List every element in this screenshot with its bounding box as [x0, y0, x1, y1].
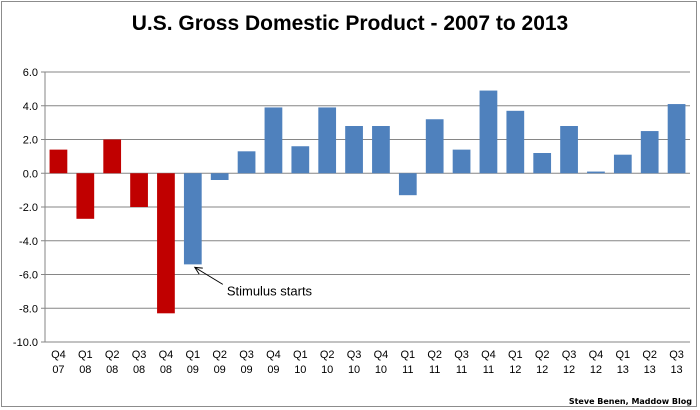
bar — [613, 154, 632, 174]
bar — [372, 126, 390, 174]
x-tick-label-quarter: Q4 — [481, 349, 496, 361]
bar — [560, 126, 578, 174]
annotation-arrowhead — [193, 266, 203, 275]
x-tick-label-quarter: Q4 — [159, 349, 174, 361]
bar — [237, 151, 256, 174]
x-tick-label-year: 09 — [214, 364, 226, 376]
x-tick-label-quarter: Q3 — [347, 349, 362, 361]
x-tick-label-year: 10 — [321, 364, 333, 376]
x-tick-label-quarter: Q2 — [427, 349, 442, 361]
x-tick-label-quarter: Q3 — [669, 349, 684, 361]
x-tick-label-year: 13 — [644, 364, 656, 376]
y-tick-label: 4.0 — [23, 101, 38, 113]
x-tick-label-year: 07 — [52, 364, 64, 376]
x-tick-label-quarter: Q2 — [642, 349, 657, 361]
x-tick-label-quarter: Q4 — [589, 349, 604, 361]
x-tick-label-quarter: Q3 — [562, 349, 577, 361]
bar — [157, 173, 175, 314]
x-tick-label-year: 08 — [160, 364, 172, 376]
y-tick-label: 6.0 — [23, 67, 38, 79]
x-tick-label-year: 11 — [483, 364, 494, 376]
x-tick-label-year: 09 — [267, 364, 279, 376]
bar — [452, 149, 471, 174]
bar — [667, 104, 686, 174]
bar — [130, 173, 148, 207]
x-tick-label-year: 13 — [670, 364, 682, 376]
y-tick-label: -8.0 — [19, 303, 38, 315]
x-tick-label-year: 08 — [106, 364, 118, 376]
x-tick-label-quarter: Q4 — [266, 349, 281, 361]
x-tick-label-quarter: Q4 — [51, 349, 66, 361]
x-tick-label-year: 08 — [133, 364, 145, 376]
bar — [210, 173, 229, 180]
x-tick-label-year: 12 — [509, 364, 521, 376]
y-tick-label: 2.0 — [23, 135, 38, 147]
bar — [76, 173, 95, 219]
x-tick-label-quarter: Q1 — [78, 349, 93, 361]
x-tick-label-year: 10 — [294, 364, 306, 376]
bar — [587, 171, 605, 174]
bar — [506, 110, 525, 174]
y-tick-label: -10.0 — [13, 337, 38, 349]
x-tick-label-quarter: Q2 — [320, 349, 335, 361]
y-tick-label: -2.0 — [19, 202, 38, 214]
x-tick-label-year: 10 — [348, 364, 360, 376]
x-tick-label-year: 10 — [375, 364, 387, 376]
x-tick-label-year: 09 — [187, 364, 199, 376]
x-tick-label-quarter: Q3 — [239, 349, 254, 361]
y-tick-labels: -10.0 -8.0 -6.0 -4.0 -2.0 0.0 2.0 4.0 6.0 — [13, 67, 38, 349]
x-tick-label-quarter: Q2 — [105, 349, 120, 361]
x-tick-label-year: 11 — [402, 364, 413, 376]
x-tick-label-quarter: Q1 — [293, 349, 308, 361]
x-tick-label-year: 12 — [536, 364, 548, 376]
x-tick-label-year: 08 — [79, 364, 91, 376]
bar — [264, 107, 283, 174]
x-tick-label-quarter: Q1 — [185, 349, 200, 361]
x-tick-label-year: 11 — [456, 364, 467, 376]
gridlines — [41, 71, 690, 343]
annotation: Stimulus starts — [193, 266, 313, 298]
bars — [49, 90, 686, 314]
bar — [49, 149, 68, 174]
x-tick-label-year: 09 — [240, 364, 252, 376]
bar — [640, 131, 659, 174]
bar — [291, 146, 310, 174]
x-tick-label-year: 12 — [563, 364, 575, 376]
bar — [398, 173, 417, 196]
annotation-arrow — [194, 266, 224, 285]
x-tick-label-quarter: Q1 — [400, 349, 415, 361]
x-tick-label-quarter: Q3 — [454, 349, 469, 361]
annotation-text: Stimulus starts — [227, 283, 313, 298]
bar — [479, 90, 498, 174]
bar — [103, 139, 122, 174]
x-tick-label-quarter: Q2 — [535, 349, 550, 361]
x-tick-label-quarter: Q1 — [615, 349, 630, 361]
credit-text: Steve Benen, Maddow Blog — [568, 397, 692, 406]
bar — [533, 153, 552, 174]
x-tick-labels: Q4 07 Q1 08 Q2 08 Q3 08 Q4 08 Q1 09 Q2 09 Q3 09 Q4 09 Q1 10… — [51, 349, 684, 376]
y-tick-label: -6.0 — [19, 270, 38, 282]
x-tick-label-quarter: Q2 — [212, 349, 227, 361]
x-tick-label-quarter: Q1 — [508, 349, 523, 361]
y-tick-label: -4.0 — [19, 236, 38, 248]
x-tick-label-year: 12 — [590, 364, 602, 376]
chart-title: U.S. Gross Domestic Product - 2007 to 20… — [131, 12, 569, 35]
bar — [425, 119, 444, 174]
x-tick-label-year: 11 — [429, 364, 440, 376]
x-tick-label-quarter: Q3 — [132, 349, 147, 361]
x-tick-label-year: 13 — [617, 364, 629, 376]
bar — [318, 107, 337, 174]
x-tick-label-quarter: Q4 — [374, 349, 389, 361]
y-tick-label: 0.0 — [23, 168, 38, 180]
bar — [183, 173, 202, 265]
bar — [345, 126, 363, 174]
